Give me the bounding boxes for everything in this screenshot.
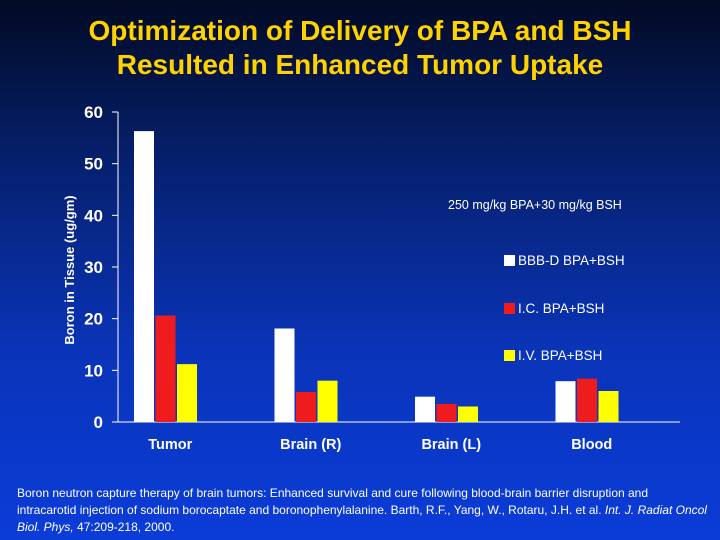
chart-annotation: 250 mg/kg BPA+30 mg/kg BSH (448, 198, 622, 212)
bar-bbb-d-bpa-bsh-brain-l- (415, 396, 435, 422)
bar-i-v-bpa-bsh-blood (598, 391, 619, 422)
bar-i-c-bpa-bsh-blood (577, 378, 597, 422)
y-tick-label: 40 (84, 206, 103, 225)
bar-i-c-bpa-bsh-brain-l- (436, 403, 457, 422)
bar-i-c-bpa-bsh-brain-r- (296, 392, 316, 422)
legend-label: I.C. BPA+BSH (518, 301, 604, 316)
legend-swatch (504, 350, 515, 361)
x-tick-label: Brain (R) (280, 437, 341, 453)
y-tick-label: 30 (84, 258, 103, 277)
citation-journal: Int. J. Radiat Oncol Biol. Phys, (17, 503, 707, 534)
slide-title: Optimization of Delivery of BPA and BSH … (0, 14, 720, 82)
title-line-1: Optimization of Delivery of BPA and BSH (88, 15, 632, 46)
y-tick-label: 20 (84, 310, 103, 329)
title-line-2: Resulted in Enhanced Tumor Uptake (116, 49, 604, 80)
citation-text: Boron neutron capture therapy of brain t… (17, 486, 649, 517)
legend-swatch (504, 303, 515, 314)
y-tick-label: 60 (84, 103, 103, 122)
bar-i-c-bpa-bsh-tumor (155, 315, 176, 422)
legend-label: I.V. BPA+BSH (518, 348, 602, 363)
y-tick-label: 50 (84, 155, 103, 174)
bar-bbb-d-bpa-bsh-brain-r- (274, 328, 295, 422)
bar-bbb-d-bpa-bsh-blood (555, 381, 576, 422)
legend-swatch (504, 255, 515, 266)
legend-label: BBB-D BPA+BSH (518, 253, 625, 268)
x-tick-label: Tumor (148, 437, 192, 453)
y-tick-label: 10 (84, 361, 103, 380)
citation-ref: 47:209-218, 2000. (77, 520, 175, 534)
x-tick-label: Blood (571, 437, 612, 453)
bar-i-v-bpa-bsh-brain-r- (317, 380, 338, 422)
bar-i-v-bpa-bsh-tumor (177, 364, 197, 422)
x-tick-label: Brain (L) (421, 437, 481, 453)
citation: Boron neutron capture therapy of brain t… (17, 485, 707, 536)
y-axis-label: Boron in Tissue (ug/gm) (62, 195, 77, 344)
bar-bbb-d-bpa-bsh-tumor (134, 131, 154, 422)
y-tick-label: 0 (94, 413, 103, 432)
bar-i-v-bpa-bsh-brain-l- (458, 406, 478, 422)
